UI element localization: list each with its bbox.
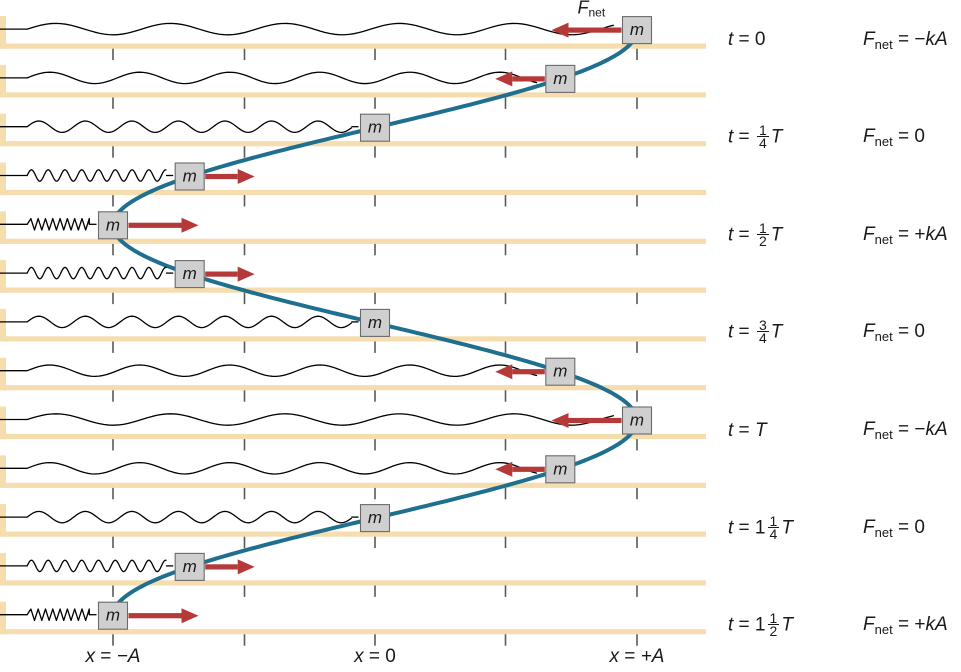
svg-text:m: m bbox=[630, 20, 644, 39]
svg-text:m: m bbox=[368, 508, 382, 527]
svg-text:Fnet: Fnet bbox=[578, 0, 606, 20]
svg-text:m: m bbox=[183, 557, 197, 576]
svg-text:x = 0: x = 0 bbox=[353, 646, 396, 667]
svg-text:m: m bbox=[553, 69, 567, 88]
svg-text:m: m bbox=[368, 118, 382, 137]
svg-text:m: m bbox=[106, 606, 120, 625]
svg-text:m: m bbox=[553, 459, 567, 478]
svg-text:x = −A: x = −A bbox=[85, 646, 141, 667]
svg-text:x = +A: x = +A bbox=[609, 646, 665, 667]
svg-text:m: m bbox=[368, 313, 382, 332]
svg-text:m: m bbox=[183, 167, 197, 186]
svg-text:m: m bbox=[183, 264, 197, 283]
svg-text:m: m bbox=[106, 215, 120, 234]
svg-text:m: m bbox=[553, 362, 567, 381]
svg-text:m: m bbox=[630, 411, 644, 430]
